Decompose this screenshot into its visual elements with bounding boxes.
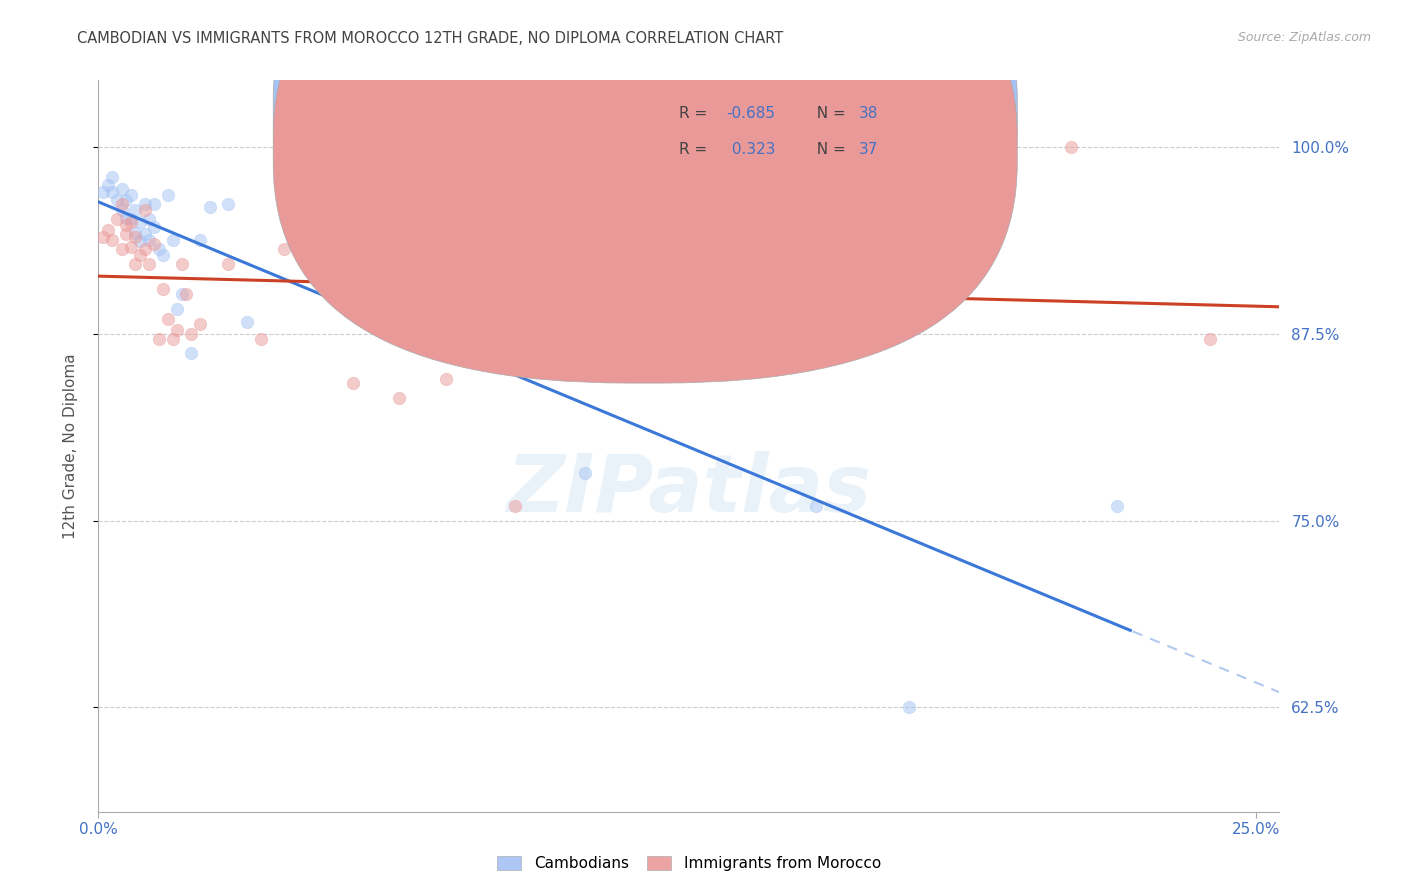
- Point: [143, 237, 166, 252]
- Point: [806, 499, 828, 513]
- Point: [152, 248, 174, 262]
- Text: Source: ZipAtlas.com: Source: ZipAtlas.com: [1237, 31, 1371, 45]
- Point: [156, 188, 179, 202]
- Point: [1199, 332, 1222, 346]
- Point: [143, 219, 166, 234]
- Point: [129, 248, 152, 262]
- Point: [188, 317, 211, 331]
- FancyBboxPatch shape: [606, 91, 949, 176]
- Point: [434, 372, 457, 386]
- Point: [110, 242, 132, 256]
- Point: [249, 332, 271, 346]
- Point: [120, 212, 142, 227]
- Point: [180, 346, 202, 360]
- Point: [115, 193, 138, 207]
- Y-axis label: 12th Grade, No Diploma: 12th Grade, No Diploma: [63, 353, 77, 539]
- Point: [134, 227, 156, 241]
- Text: ZIPatlas: ZIPatlas: [506, 450, 872, 529]
- Point: [550, 352, 572, 367]
- Text: N =: N =: [807, 105, 851, 120]
- FancyBboxPatch shape: [273, 0, 1018, 383]
- Point: [134, 242, 156, 256]
- Point: [129, 215, 152, 229]
- Point: [101, 170, 124, 185]
- Point: [1107, 499, 1129, 513]
- Text: R =: R =: [679, 142, 713, 157]
- Point: [412, 200, 434, 214]
- Text: 0.323: 0.323: [727, 142, 775, 157]
- Point: [115, 218, 138, 232]
- Legend: Cambodians, Immigrants from Morocco: Cambodians, Immigrants from Morocco: [491, 849, 887, 877]
- Point: [162, 332, 184, 346]
- Point: [166, 322, 188, 336]
- Point: [198, 200, 221, 214]
- Point: [176, 286, 198, 301]
- Point: [170, 286, 193, 301]
- Text: 37: 37: [859, 142, 879, 157]
- Point: [152, 282, 174, 296]
- Point: [1060, 140, 1083, 154]
- Point: [138, 212, 160, 227]
- Text: -0.685: -0.685: [727, 105, 776, 120]
- Point: [120, 215, 142, 229]
- Text: CAMBODIAN VS IMMIGRANTS FROM MOROCCO 12TH GRADE, NO DIPLOMA CORRELATION CHART: CAMBODIAN VS IMMIGRANTS FROM MOROCCO 12T…: [77, 31, 783, 46]
- FancyBboxPatch shape: [273, 0, 1018, 346]
- Point: [120, 188, 142, 202]
- Point: [105, 193, 128, 207]
- Point: [138, 233, 160, 247]
- Point: [235, 315, 257, 329]
- Point: [110, 203, 132, 218]
- Point: [156, 312, 179, 326]
- Point: [503, 499, 526, 513]
- Point: [143, 197, 166, 211]
- Point: [356, 200, 378, 214]
- Point: [129, 235, 152, 249]
- Point: [97, 222, 120, 236]
- Point: [115, 211, 138, 225]
- Point: [91, 230, 114, 244]
- Text: N =: N =: [807, 142, 851, 157]
- Point: [897, 153, 920, 167]
- Point: [124, 230, 146, 244]
- Point: [110, 182, 132, 196]
- Point: [138, 257, 160, 271]
- Point: [188, 233, 211, 247]
- Point: [124, 226, 146, 240]
- Point: [170, 257, 193, 271]
- Point: [91, 186, 114, 200]
- Point: [217, 197, 239, 211]
- Point: [342, 376, 364, 391]
- Point: [134, 197, 156, 211]
- Point: [273, 242, 295, 256]
- Point: [124, 203, 146, 218]
- Point: [388, 391, 411, 405]
- Point: [120, 240, 142, 254]
- Point: [148, 332, 170, 346]
- Point: [115, 227, 138, 241]
- Point: [162, 233, 184, 247]
- Point: [110, 197, 132, 211]
- Text: R =: R =: [679, 105, 713, 120]
- Point: [166, 301, 188, 316]
- Point: [101, 186, 124, 200]
- Point: [897, 700, 920, 714]
- Point: [148, 242, 170, 256]
- Point: [180, 326, 202, 341]
- Point: [105, 212, 128, 227]
- Point: [574, 466, 596, 480]
- Point: [134, 203, 156, 218]
- Point: [124, 257, 146, 271]
- Point: [101, 233, 124, 247]
- Point: [97, 178, 120, 192]
- Text: 38: 38: [859, 105, 879, 120]
- Point: [217, 257, 239, 271]
